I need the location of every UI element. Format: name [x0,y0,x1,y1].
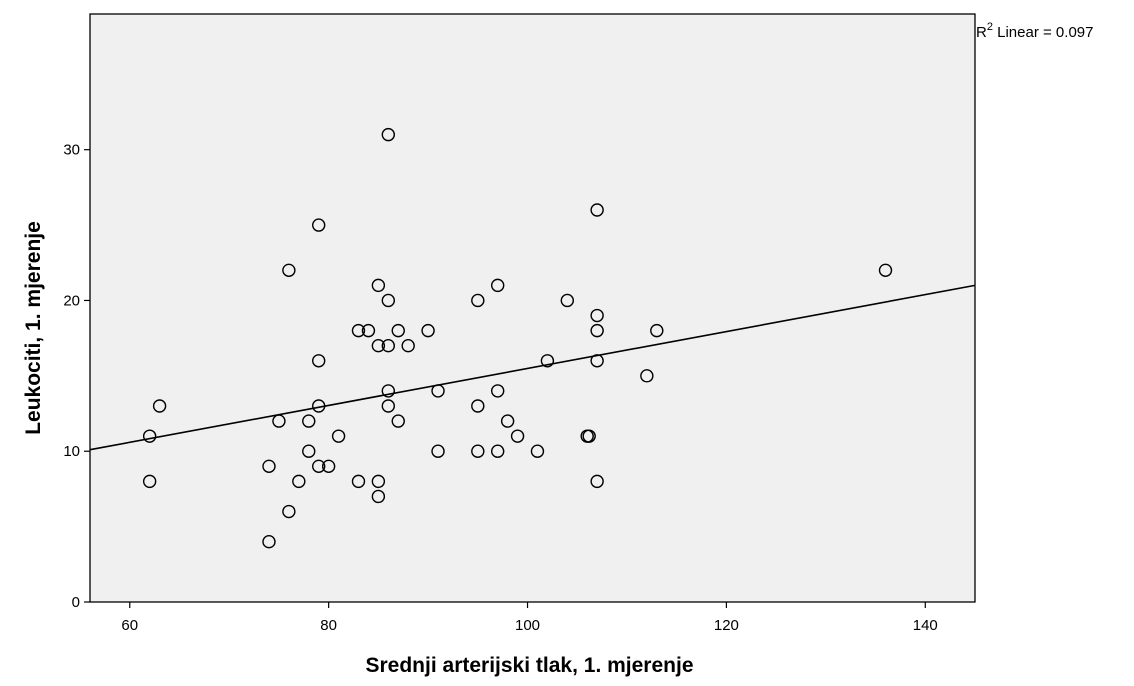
plot-frame [89,13,976,603]
data-point [312,459,326,474]
data-point [142,429,157,443]
data-point [381,399,396,413]
r2-linear-label: R2 Linear = 0.097 [976,21,1093,41]
data-point [500,414,515,428]
data-point [371,489,386,504]
data-point [530,444,545,458]
data-point [471,293,485,308]
data-point [560,293,575,308]
linear-fit-line [89,284,976,451]
plot-area [90,14,975,602]
data-points [142,127,893,549]
data-point [431,384,445,398]
data-point [590,323,604,338]
data-point [381,338,396,353]
data-point [381,293,396,308]
data-point [152,399,167,413]
data-point [490,444,505,458]
data-point [262,459,276,474]
data-point [371,474,386,489]
data-point [331,429,346,443]
x-tick-label: 120 [714,617,739,634]
data-point [292,474,306,489]
data-point [471,399,485,413]
data-point [590,474,604,489]
data-point [371,278,386,293]
data-point [312,218,326,232]
y-tick-label: 30 [63,142,80,159]
data-point [381,127,396,142]
data-point [262,534,276,549]
data-point [391,414,405,428]
data-point [431,444,445,458]
x-tick-label: 80 [320,617,337,634]
x-tick-label: 100 [515,617,540,634]
x-tick-label: 140 [913,617,938,634]
data-point [510,429,525,443]
data-point [401,338,415,353]
data-point [640,369,654,383]
data-point [590,308,604,323]
data-point [302,444,316,458]
data-point [351,474,366,489]
data-point [590,354,604,368]
x-tick-label: 60 [121,617,138,634]
data-point [490,278,505,293]
data-point [490,384,505,398]
data-point [282,263,296,278]
y-axis-title: Leukociti, 1. mjerenje [22,221,45,435]
r2-label-r: R [976,24,987,41]
data-point [361,323,376,338]
data-point [391,323,405,338]
data-point [312,399,326,413]
y-tick-label: 10 [63,443,80,460]
axis-ticks: 60 80 100 120 140 0 10 20 30 [63,142,937,634]
data-point [471,444,485,458]
data-point [650,323,664,338]
data-point [272,414,286,428]
data-point [582,429,596,443]
r2-label-superscript: 2 [987,21,993,33]
y-tick-label: 20 [63,292,80,309]
r2-label-value: Linear = 0.097 [993,24,1094,41]
data-point [312,354,326,368]
y-tick-label: 0 [72,594,80,611]
data-point [282,504,296,519]
data-point [351,323,366,338]
data-point [371,338,386,353]
data-point [302,414,316,428]
data-point [878,263,893,278]
data-point [540,354,555,368]
data-point [321,459,336,474]
data-point [142,474,157,489]
data-point [381,384,396,398]
data-point [590,203,604,217]
x-axis-title: Srednji arterijski tlak, 1. mjerenje [366,654,694,677]
data-point [421,323,435,338]
